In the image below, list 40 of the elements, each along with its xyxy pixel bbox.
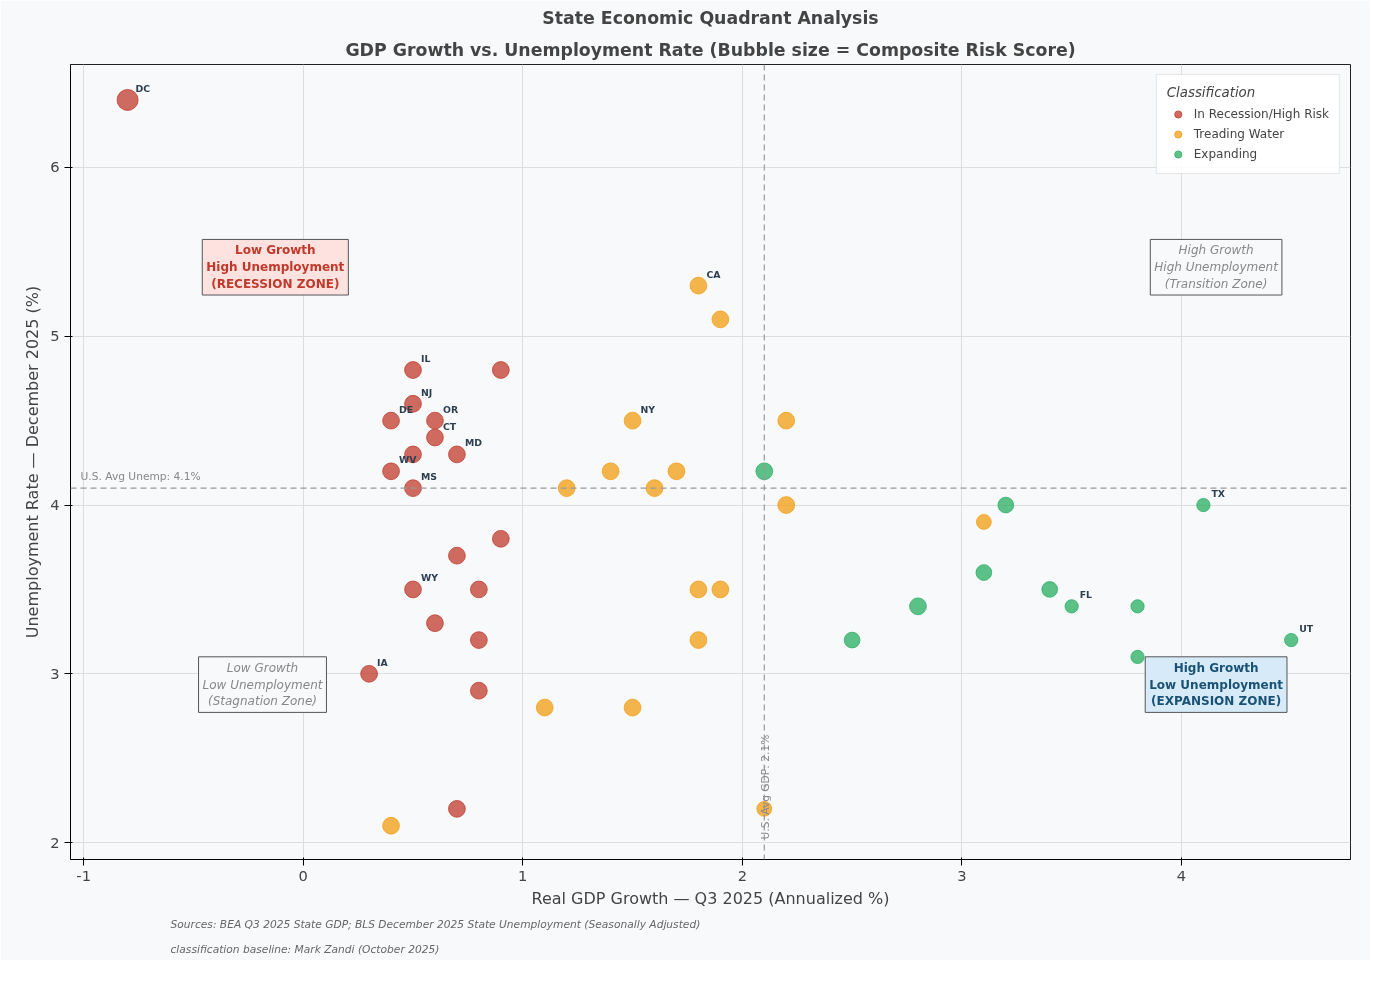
legend-label: Treading Water <box>1193 127 1285 141</box>
annotation: IA <box>377 656 389 668</box>
annotation: CA <box>706 268 722 280</box>
legend-label: Expanding <box>1193 147 1258 161</box>
annotation: Low Growth High Unemployment (RECESSION ZONE) <box>206 243 345 292</box>
x-tick-label: 1 <box>518 866 528 884</box>
annotation: DC <box>135 82 151 94</box>
annotation: OR <box>442 403 459 415</box>
annotation: High Growth Low Unemployment (EXPANSION ZONE) <box>1149 660 1284 709</box>
annotation: IL <box>421 353 431 365</box>
x-axis-title: Real GDP Growth — Q3 2025 (Annualized %) <box>531 888 890 908</box>
y-tick-label: 4 <box>50 496 60 514</box>
y-axis-title: Unemployment Rate — December 2025 (%) <box>23 285 43 639</box>
annotation: High Growth High Unemployment (Transition Zone) <box>1154 243 1280 292</box>
ref-line-label: U.S. Avg Unemp: 4.1% <box>80 470 201 484</box>
chart-subtitle: GDP Growth vs. Unemployment Rate (Bubble size = Composite Risk Score) <box>345 39 1076 60</box>
annotation: MD <box>464 437 483 449</box>
x-tick-label: 2 <box>737 866 747 884</box>
x-tick-label: 0 <box>298 866 308 884</box>
y-tick-label: 5 <box>50 327 60 345</box>
ref-line-label: U.S. Avg GDP: 2.1% <box>759 734 773 840</box>
y-tick-label: 2 <box>50 833 60 851</box>
annotation: TX <box>1211 488 1225 500</box>
x-tick-label: -1 <box>76 866 91 884</box>
annotation: UT <box>1299 623 1314 635</box>
annotation: WY <box>421 572 439 584</box>
annotation: NY <box>640 403 656 415</box>
annotation: Low Growth Low Unemployment (Stagnation Zone) <box>202 660 324 709</box>
x-tick-label: 3 <box>957 866 967 884</box>
chart-title: State Economic Quadrant Analysis <box>542 7 879 28</box>
legend-label: In Recession/High Risk <box>1193 107 1329 121</box>
source-note: Sources: BEA Q3 2025 State GDP; BLS December 2025 State Unemployment (Seasonally Adjusted) classification baseline: Mark Zandi (October 2025) <box>170 917 701 956</box>
y-tick-label: 6 <box>50 158 60 176</box>
y-tick-label: 3 <box>50 664 60 682</box>
annotation: NJ <box>421 386 433 398</box>
legend-title: Classification <box>1166 85 1257 100</box>
annotation: CT <box>442 420 457 432</box>
annotation: MS <box>421 471 438 483</box>
x-tick-label: 4 <box>1176 866 1187 884</box>
annotation: FL <box>1079 589 1093 601</box>
